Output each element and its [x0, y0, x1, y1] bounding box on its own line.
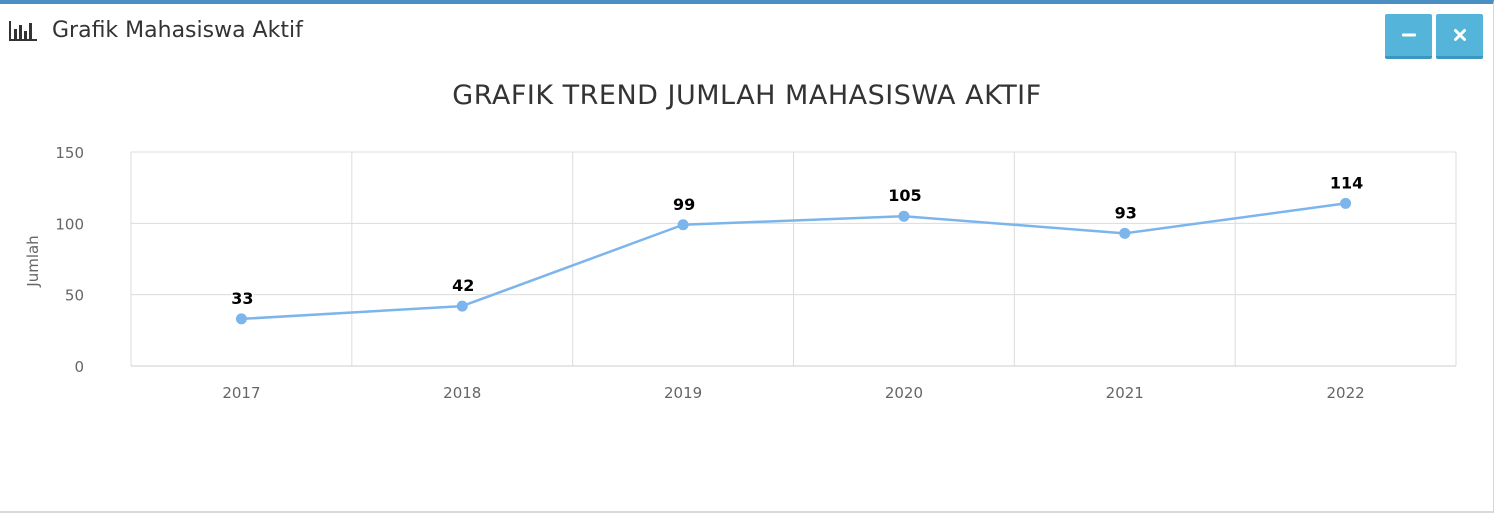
x-tick-label: 2022 [1326, 384, 1364, 402]
close-icon [1453, 29, 1466, 41]
y-tick-label: 50 [65, 287, 84, 305]
chart-title: GRAFIK TREND JUMLAH MAHASISWA AKTIF [452, 80, 1042, 111]
x-tick-label: 2018 [443, 384, 481, 402]
y-tick-label: 150 [55, 144, 84, 162]
panel-title: Grafik Mahasiswa Aktif [8, 18, 303, 43]
x-tick-label: 2020 [885, 384, 923, 402]
minus-icon [1401, 33, 1416, 37]
panel-header: Grafik Mahasiswa Aktif [0, 4, 1493, 64]
close-button[interactable] [1436, 14, 1483, 59]
data-label: 114 [1330, 173, 1363, 192]
x-tick-label: 2019 [664, 384, 702, 402]
data-label: 93 [1115, 203, 1137, 222]
y-axis-label: Jumlah [24, 235, 42, 287]
x-tick-label: 2017 [222, 384, 260, 402]
data-point [235, 313, 247, 325]
data-label: 42 [452, 276, 474, 295]
data-point [1340, 197, 1352, 209]
line-chart: 0 50 100 150 2017 2018 2019 2020 2021 2022 Jumlah 3… [24, 144, 1457, 402]
minimize-button[interactable] [1385, 14, 1432, 59]
data-label: 99 [673, 195, 695, 214]
data-label: 33 [231, 289, 253, 308]
panel-title-text: Grafik Mahasiswa Aktif [52, 18, 303, 43]
data-point [898, 210, 910, 222]
y-tick-label: 100 [55, 215, 84, 233]
data-point [456, 300, 468, 312]
data-point [1119, 227, 1131, 239]
y-tick-label: 0 [74, 358, 84, 376]
data-label: 105 [888, 186, 921, 205]
x-tick-label: 2021 [1106, 384, 1144, 402]
bar-chart-icon [9, 20, 37, 41]
data-point [677, 219, 689, 231]
panel-tools [1385, 14, 1483, 59]
series-line [240, 202, 1347, 321]
